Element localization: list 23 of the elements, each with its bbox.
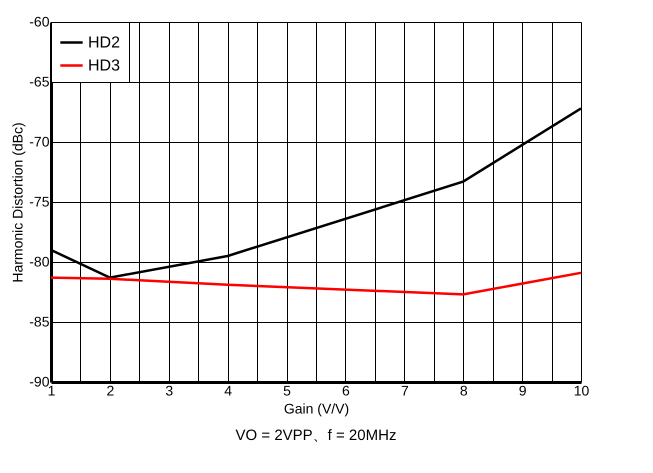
y-tick-label: -65 — [29, 74, 50, 90]
x-axis-title: Gain (V/V) — [284, 400, 350, 416]
x-tick-label: 9 — [518, 382, 527, 398]
x-tick-label: 8 — [460, 382, 468, 398]
y-tick-label: -75 — [29, 194, 50, 210]
x-tick-label: 10 — [574, 382, 590, 398]
x-tick-label: 3 — [165, 382, 174, 398]
y-axis-title: Harmonic Distortion (dBc) — [9, 122, 26, 283]
x-tick-label: 7 — [400, 382, 409, 398]
x-tick-label: 1 — [48, 382, 56, 398]
x-tick-label: 6 — [342, 382, 350, 398]
y-tick-label: -60 — [29, 14, 50, 30]
y-tick-label: -80 — [29, 254, 50, 270]
y-tick-label: -90 — [29, 374, 50, 390]
y-tick-label: -85 — [29, 314, 50, 330]
line-series — [50, 272, 582, 296]
legend-label: HD2 — [88, 34, 120, 52]
x-tick-label: 4 — [224, 382, 232, 398]
x-tick-label: 2 — [106, 382, 114, 398]
x-tick-label: 5 — [283, 382, 292, 398]
legend-label: HD3 — [88, 58, 120, 74]
text: VO = 2VPP、f = 20MHz — [236, 427, 396, 444]
y-tick-label: -70 — [29, 134, 50, 150]
